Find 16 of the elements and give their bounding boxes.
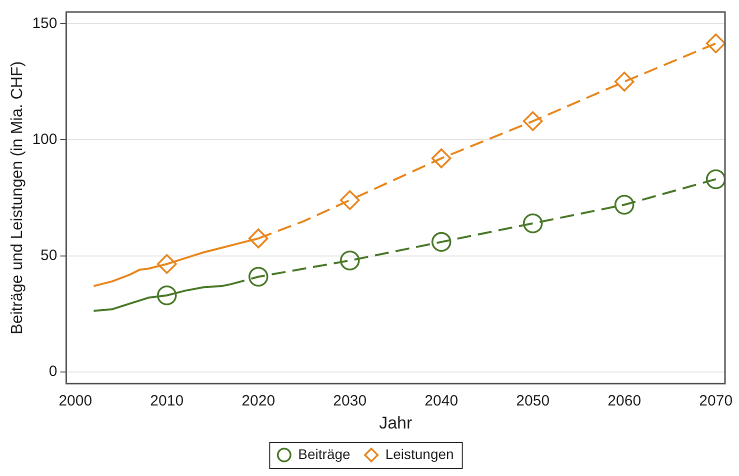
x-tick-label: 2050 [516,392,550,410]
x-tick-label: 2010 [150,392,184,410]
legend-label: Beiträge [298,446,351,462]
x-tick-label: 2000 [58,392,92,410]
x-axis-title: Jahr [379,413,412,432]
x-tick-label: 2040 [424,392,458,410]
x-tick-label: 2020 [242,392,276,410]
x-tick-label: 2030 [333,392,367,410]
y-tick-label: 150 [32,14,58,32]
x-tick-label: 2060 [608,392,642,410]
y-axis-title: Beiträge und Leistungen (in Mia. CHF) [9,61,26,334]
y-tick-label: 100 [32,130,58,148]
legend-label: Leistungen [385,446,454,462]
y-tick-label: 0 [48,363,58,380]
x-tick-label: 2070 [699,392,733,410]
y-tick-label: 50 [40,247,58,264]
